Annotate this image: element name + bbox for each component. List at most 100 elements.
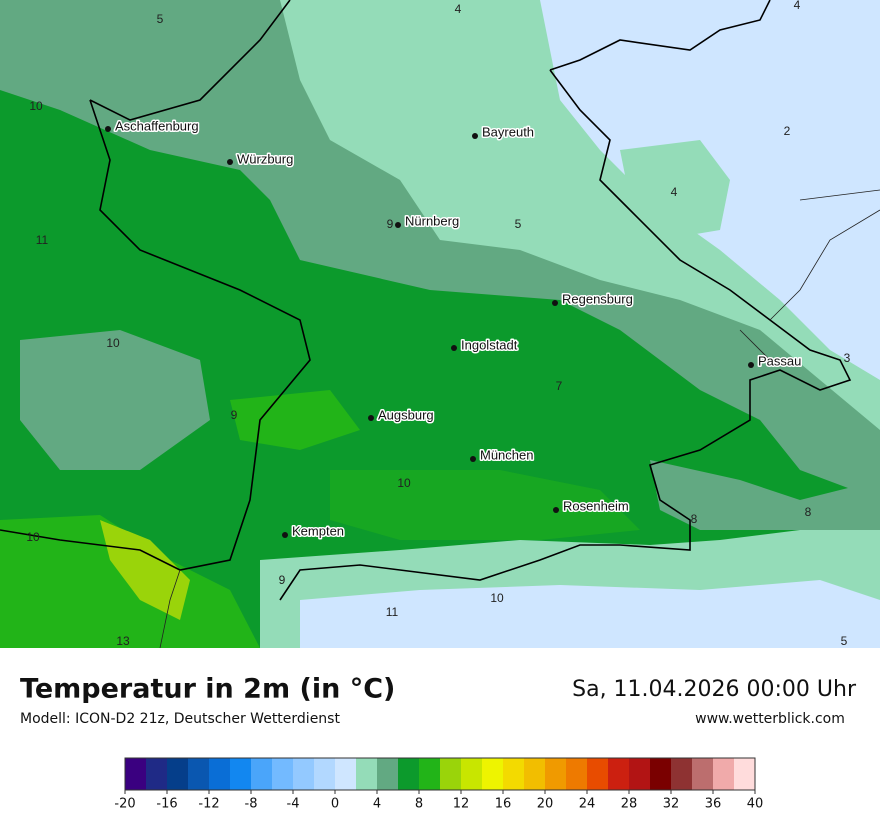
color-swatch bbox=[272, 758, 294, 790]
tick-label: 0 bbox=[331, 797, 339, 812]
color-swatch bbox=[398, 758, 420, 790]
city-label: Aschaffenburg bbox=[115, 118, 199, 133]
color-swatch bbox=[629, 758, 651, 790]
map-value-label: 5 bbox=[515, 217, 522, 231]
color-swatch bbox=[503, 758, 525, 790]
city-label: Nürnberg bbox=[405, 213, 459, 228]
map-value-label: 3 bbox=[844, 351, 851, 365]
colorbar: -20 -16 -12 -8 -4 0 4 8 12 16 20 24 28 32 36 40 bbox=[114, 757, 763, 812]
color-swatch bbox=[356, 758, 378, 790]
map-value-label: 11 bbox=[36, 233, 49, 247]
city-dot bbox=[470, 456, 476, 462]
color-swatch bbox=[692, 758, 714, 790]
color-swatch bbox=[566, 758, 588, 790]
subtitle: Modell: ICON-D2 21z, Deutscher Wetterdie… bbox=[20, 711, 340, 727]
tick-label: -16 bbox=[156, 797, 177, 812]
map-value-label: 5 bbox=[157, 12, 164, 26]
map-value-label: 10 bbox=[397, 476, 411, 490]
color-swatch bbox=[671, 758, 693, 790]
map-value-label: 11 bbox=[386, 605, 399, 619]
map-value-label: 9 bbox=[279, 573, 286, 587]
tick-label: -20 bbox=[114, 797, 135, 812]
map-value-label: 13 bbox=[116, 634, 130, 648]
map-value-label: 10 bbox=[29, 99, 43, 113]
city-dot bbox=[748, 362, 754, 368]
color-swatch bbox=[734, 758, 756, 790]
color-swatch bbox=[419, 758, 441, 790]
color-swatch bbox=[293, 758, 315, 790]
tick-label: 16 bbox=[495, 797, 512, 812]
tick-label: 36 bbox=[705, 797, 722, 812]
tick-label: -12 bbox=[198, 797, 219, 812]
color-swatch bbox=[251, 758, 273, 790]
city-label: Rosenheim bbox=[563, 498, 629, 513]
tick-label: 24 bbox=[579, 797, 596, 812]
city-dot bbox=[227, 159, 233, 165]
website: www.wetterblick.com bbox=[695, 711, 845, 727]
tick-label: 8 bbox=[415, 797, 423, 812]
color-swatch bbox=[713, 758, 735, 790]
city-dot bbox=[395, 222, 401, 228]
city-dot bbox=[553, 507, 559, 513]
map-value-label: 4 bbox=[671, 185, 678, 199]
date: Sa, 11.04.2026 00:00 Uhr bbox=[572, 677, 857, 702]
value-labels: 5 4 4 10 2 4 9 5 11 10 3 7 9 10 8 8 10 9… bbox=[26, 0, 850, 648]
color-swatch bbox=[314, 758, 336, 790]
map-value-label: 10 bbox=[490, 591, 504, 605]
city-dot bbox=[282, 532, 288, 538]
tick-label: 12 bbox=[453, 797, 470, 812]
color-swatch bbox=[146, 758, 168, 790]
title: Temperatur in 2m (in °C) bbox=[20, 674, 395, 705]
tick-label: 32 bbox=[663, 797, 680, 812]
city-dot bbox=[368, 415, 374, 421]
colorbar-frame bbox=[124, 757, 756, 791]
color-swatch bbox=[209, 758, 231, 790]
color-swatch bbox=[587, 758, 609, 790]
city-label: Augsburg bbox=[378, 407, 434, 422]
map: 5 4 4 10 2 4 9 5 11 10 3 7 9 10 8 8 10 9… bbox=[0, 0, 880, 648]
color-swatch bbox=[524, 758, 546, 790]
color-swatch bbox=[545, 758, 567, 790]
color-swatch bbox=[230, 758, 252, 790]
color-swatch bbox=[482, 758, 504, 790]
city-dot bbox=[472, 133, 478, 139]
city-dot bbox=[451, 345, 457, 351]
map-value-label: 8 bbox=[691, 512, 698, 526]
color-swatch bbox=[188, 758, 210, 790]
color-swatch bbox=[440, 758, 462, 790]
tick-label: -8 bbox=[245, 797, 258, 812]
city-label: Kempten bbox=[292, 523, 344, 538]
color-swatch bbox=[608, 758, 630, 790]
tick-label: -4 bbox=[287, 797, 300, 812]
city-label: Regensburg bbox=[562, 291, 633, 306]
map-value-label: 9 bbox=[231, 408, 238, 422]
color-swatch bbox=[461, 758, 483, 790]
city-label: Bayreuth bbox=[482, 124, 534, 139]
city-label: Ingolstadt bbox=[461, 337, 518, 352]
city-dot bbox=[105, 126, 111, 132]
color-swatch bbox=[125, 758, 147, 790]
color-swatch bbox=[650, 758, 672, 790]
map-value-label: 8 bbox=[805, 505, 812, 519]
city-label: Würzburg bbox=[237, 151, 293, 166]
city-dot bbox=[552, 300, 558, 306]
color-swatch bbox=[377, 758, 399, 790]
tick-label: 28 bbox=[621, 797, 638, 812]
map-value-label: 4 bbox=[455, 2, 462, 16]
map-value-label: 2 bbox=[784, 124, 791, 138]
color-swatch bbox=[335, 758, 357, 790]
map-value-label: 9 bbox=[387, 217, 394, 231]
borders bbox=[0, 0, 880, 648]
map-value-label: 5 bbox=[841, 634, 848, 648]
color-swatch bbox=[167, 758, 189, 790]
map-value-label: 10 bbox=[106, 336, 120, 350]
tick-label: 4 bbox=[373, 797, 381, 812]
cities: Aschaffenburg Würzburg Bayreuth Nürnberg… bbox=[105, 117, 803, 540]
tick-label: 20 bbox=[537, 797, 554, 812]
map-value-label: 4 bbox=[794, 0, 801, 12]
city-label: Passau bbox=[758, 353, 801, 368]
temperature-areas bbox=[0, 0, 880, 648]
city-label: München bbox=[480, 447, 533, 462]
map-value-label: 7 bbox=[556, 379, 563, 393]
